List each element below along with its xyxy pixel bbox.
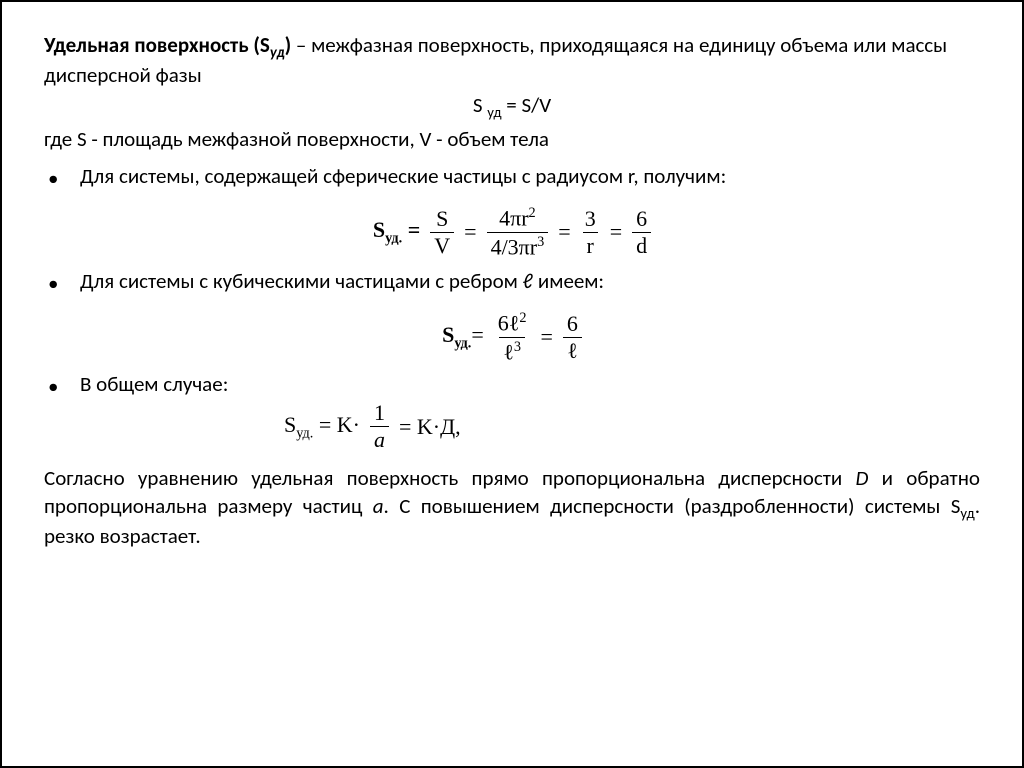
eq3-frac: 1 a: [370, 402, 389, 451]
eq3-tail: = K·Д,: [399, 413, 461, 442]
eq1-f3-num: 3: [581, 208, 600, 232]
eq3-row: Sуд. = K· 1 a = K·Д,: [284, 402, 461, 451]
equation-sphere: Sуд. = S V = 4πr2 4/3πr3 = 3 r = 6 d: [44, 206, 980, 258]
eq2-f1-den-sup: 3: [514, 339, 521, 355]
definition-dash: –: [291, 32, 311, 58]
eq2-S: S: [442, 322, 454, 347]
eq1-f1-den: V: [430, 232, 454, 257]
eq1-frac-3r: 3 r: [581, 208, 600, 257]
eq1-lhs: Sуд. =: [373, 216, 420, 248]
eq3-sub: уд.: [296, 425, 313, 441]
eq1-f2-num: 4πr2: [495, 206, 540, 231]
equation-general: Sуд. = K· 1 a = K·Д,: [44, 402, 980, 451]
slide-frame: Удельная поверхность (Sуд) – межфазная п…: [0, 0, 1024, 768]
term-prefix: Удельная поверхность (S: [44, 32, 270, 58]
eq1-frac-SV: S V: [430, 208, 454, 257]
bullet-marker: •: [44, 268, 80, 297]
eq1-f2-num-base: 4πr: [499, 206, 528, 231]
eq1-frac-4pir: 4πr2 4/3πr3: [487, 206, 549, 258]
eq1-row: Sуд. = S V = 4πr2 4/3πr3 = 3 r = 6 d: [373, 206, 651, 258]
eq2-f1-den: ℓ3: [499, 337, 525, 363]
eq2-row: Sуд.= 6ℓ2 ℓ3 = 6 ℓ: [442, 311, 582, 363]
eq2-frac-2: 6 ℓ: [563, 313, 582, 362]
term-subscript: уд: [270, 43, 285, 61]
bullet-3-text: В общем случае:: [80, 371, 980, 398]
eq1-f4-den: d: [632, 232, 651, 257]
eq-simple-lhs: S: [473, 92, 487, 118]
bullet-2-text: Для системы с кубическими частицами с ре…: [80, 268, 980, 295]
eq1-frac-6d: 6 d: [632, 208, 651, 257]
eq2-f1-num-base: 6ℓ: [498, 311, 520, 336]
eq1-S: S: [373, 217, 385, 242]
eq2-lhs: Sуд.=: [442, 321, 484, 353]
equation-simple: S уд = S/V: [44, 92, 980, 122]
conclusion-sub: уд: [960, 504, 974, 522]
eq2-eq: =: [471, 322, 483, 347]
eq1-eq: =: [402, 217, 420, 242]
eq-simple-rhs: = S/V: [502, 92, 552, 118]
eq1-sub: уд.: [385, 231, 402, 247]
eq2-f2-den: ℓ: [563, 337, 582, 362]
conclusion-a-var: a: [373, 493, 384, 519]
eq1-equals-2: =: [558, 218, 570, 247]
eq3-S: S: [284, 412, 296, 437]
conclusion-a: Согласно уравнению удельная поверхность …: [44, 465, 855, 491]
eq2-sub: уд.: [454, 336, 471, 352]
eq1-equals-3: =: [610, 218, 622, 247]
equation-cube: Sуд.= 6ℓ2 ℓ3 = 6 ℓ: [44, 311, 980, 363]
bullet-2: • Для системы с кубическими частицами с …: [44, 268, 980, 297]
eq1-f2-den: 4/3πr3: [487, 232, 549, 258]
eq3-f-den: a: [370, 426, 389, 451]
bullet-1-text: Для системы, содержащей сферические част…: [80, 163, 980, 190]
eq3-eq: = K·: [313, 412, 360, 437]
bullet-1: • Для системы, содержащей сферические ча…: [44, 163, 980, 192]
eq1-equals-1: =: [464, 218, 476, 247]
bullet-3: • В общем случае:: [44, 371, 980, 400]
eq1-f2-den-sup: 3: [537, 234, 544, 250]
bullet-marker: •: [44, 371, 80, 400]
conclusion-D: D: [855, 465, 868, 491]
eq1-f4-num: 6: [632, 208, 651, 232]
eq2-f1-num-sup: 2: [519, 310, 526, 326]
bullet-marker: •: [44, 163, 80, 192]
eq1-f2-den-base: 4/3πr: [491, 234, 538, 259]
conclusion-c: . С повышением дисперсности (раздробленн…: [384, 493, 961, 519]
eq2-equals: =: [541, 323, 553, 352]
definition-paragraph: Удельная поверхность (Sуд) – межфазная п…: [44, 32, 980, 90]
eq3-f-num: 1: [370, 402, 389, 426]
eq-simple-sub: уд: [487, 103, 501, 121]
where-line: где S - площадь межфазной поверхности, V…: [44, 126, 980, 153]
eq2-frac-1: 6ℓ2 ℓ3: [494, 311, 531, 363]
conclusion-paragraph: Согласно уравнению удельная поверхность …: [44, 465, 980, 550]
eq2-f2-num: 6: [563, 313, 582, 337]
eq1-f3-den: r: [583, 232, 598, 257]
eq1-f1-num: S: [432, 208, 452, 232]
eq3-lhs: Sуд. = K·: [284, 411, 360, 443]
eq1-f2-num-sup: 2: [529, 205, 536, 221]
eq2-f1-num: 6ℓ2: [494, 311, 531, 336]
eq2-f1-den-base: ℓ: [503, 339, 514, 364]
